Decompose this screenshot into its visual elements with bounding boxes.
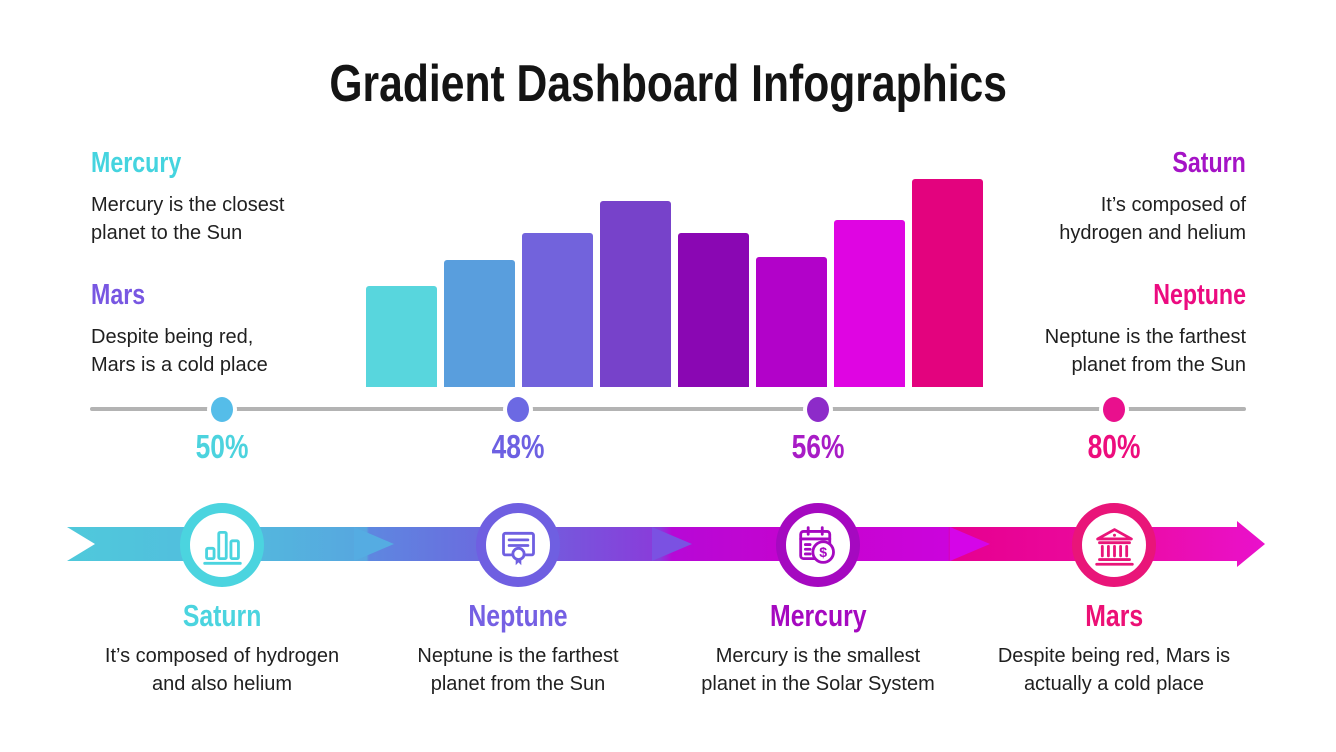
- step-text: Mercury is the smallest planet in the So…: [701, 645, 935, 695]
- bar: [366, 286, 437, 387]
- note-mars-left: Mars Despite being red, Mars is a cold p…: [91, 280, 351, 379]
- timeline-dot: [807, 397, 829, 422]
- step-circle: [476, 503, 560, 587]
- bar-chart: [366, 179, 986, 387]
- step-title: Mars: [1085, 598, 1143, 633]
- step-circle: [1072, 503, 1156, 587]
- timeline-percent: 56%: [791, 428, 845, 465]
- step-circle: $: [776, 503, 860, 587]
- step-text: It’s composed of hydrogen and also heliu…: [104, 645, 340, 695]
- timeline-dot: [507, 397, 529, 422]
- step-title: Saturn: [182, 598, 262, 633]
- timeline-percent: 48%: [491, 428, 545, 465]
- note-text: Neptune is the farthest planet from the …: [1044, 326, 1246, 376]
- svg-text:$: $: [819, 544, 827, 560]
- bar: [756, 257, 827, 387]
- bank-icon: [1094, 527, 1134, 566]
- timeline-line: [90, 407, 1246, 411]
- step-label-saturn: Saturn It’s composed of hydrogen and als…: [57, 600, 387, 698]
- step-title: Mercury: [769, 598, 867, 633]
- step-circle: [180, 503, 264, 587]
- step-text: Despite being red, Mars is actually a co…: [997, 645, 1231, 695]
- bar: [834, 220, 905, 387]
- step-label-mercury: Mercury Mercury is the smallest planet i…: [653, 600, 983, 698]
- page-title: Gradient Dashboard Infographics: [329, 55, 1007, 113]
- note-mercury-top-left: Mercury Mercury is the closest planet to…: [91, 148, 351, 247]
- note-title: Saturn: [1172, 147, 1246, 179]
- timeline-percent: 50%: [195, 428, 249, 465]
- step-title: Neptune: [468, 598, 568, 633]
- note-title: Neptune: [1153, 279, 1246, 311]
- note-title: Mars: [91, 279, 146, 311]
- step-label-neptune: Neptune Neptune is the farthest planet f…: [353, 600, 683, 698]
- note-text: Mercury is the closest planet to the Sun: [91, 194, 285, 244]
- bar: [600, 201, 671, 387]
- bar-chart-icon: [202, 530, 242, 565]
- note-saturn-top-right: Saturn It’s composed of hydrogen and hel…: [986, 148, 1246, 247]
- note-neptune-right: Neptune Neptune is the farthest planet f…: [986, 280, 1246, 379]
- bar: [444, 260, 515, 387]
- certificate-icon: [501, 531, 535, 565]
- note-text: It’s composed of hydrogen and helium: [1059, 194, 1246, 244]
- step-text: Neptune is the farthest planet from the …: [417, 645, 619, 695]
- timeline-dot: [211, 397, 233, 422]
- note-text: Despite being red, Mars is a cold place: [91, 326, 268, 376]
- calendar-dollar-icon: $: [798, 525, 835, 564]
- timeline-percent: 80%: [1087, 428, 1141, 465]
- note-title: Mercury: [91, 147, 182, 179]
- step-label-mars: Mars Despite being red, Mars is actually…: [949, 600, 1279, 698]
- bar: [912, 179, 983, 387]
- bar: [522, 233, 593, 387]
- timeline-dot: [1103, 397, 1125, 422]
- bar: [678, 233, 749, 387]
